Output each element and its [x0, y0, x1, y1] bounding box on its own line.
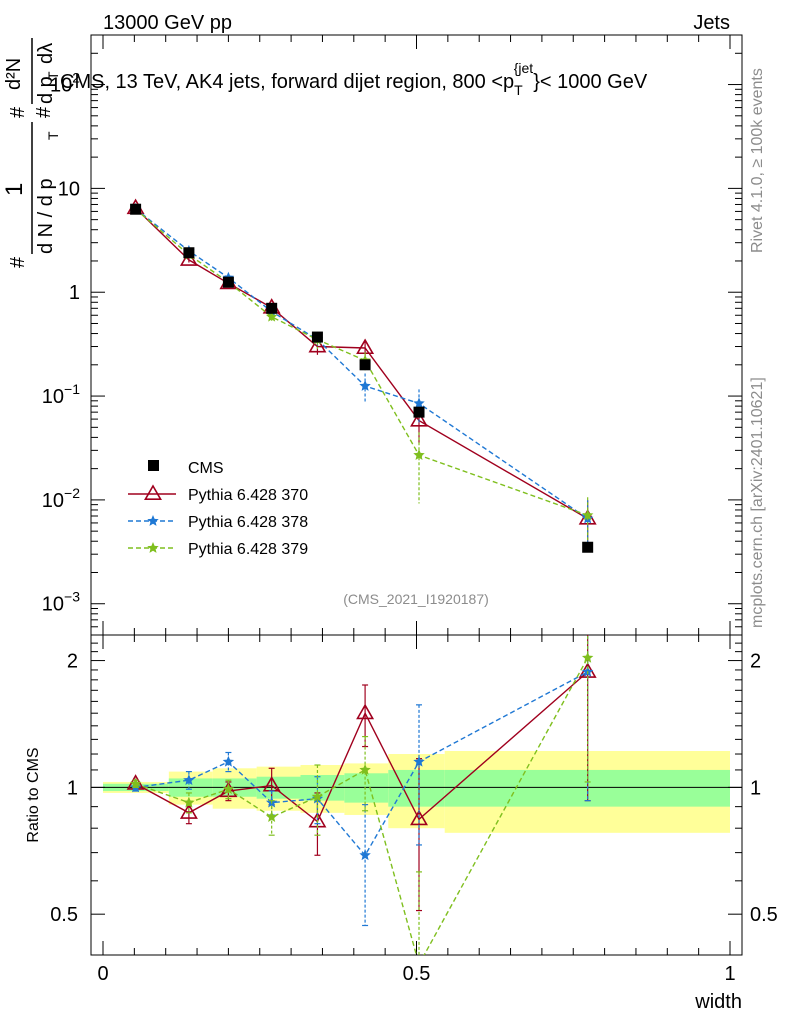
- cms-data-point: [130, 203, 142, 215]
- legend-marker: [147, 515, 159, 526]
- svg-text:d N / d p: d N / d p: [35, 178, 57, 254]
- y-tick-label: 10−2: [42, 485, 80, 512]
- svg-text:T: T: [45, 131, 61, 140]
- ratio-point: [311, 790, 324, 802]
- ratio-point: [359, 763, 371, 775]
- cms-data-point: [266, 302, 278, 314]
- x-tick-label: 0: [97, 963, 108, 985]
- ratio-series-line-2: [135, 671, 589, 857]
- y-tick-label: 10−1: [42, 381, 80, 408]
- ratio-y-tick-label-right: 0.5: [750, 904, 778, 926]
- legend-label: Pythia 6.428 378: [188, 514, 308, 531]
- main-point: [359, 380, 371, 391]
- main-point: [265, 310, 278, 322]
- ratio-point: [129, 777, 142, 789]
- category-label: Jets: [693, 12, 730, 34]
- axes-ticks: 0 0.5 1 10−3 10−2 10−1 1 10 102 0.5 0.5 1 1 2 2: [42, 34, 778, 985]
- legend-marker: [147, 542, 159, 553]
- svg-text:T: T: [45, 71, 61, 80]
- ratio-point: [183, 796, 195, 808]
- svg-text:1: 1: [1, 183, 28, 196]
- y-tick-label: 102: [50, 70, 80, 97]
- legend: CMS Pythia 6.428 370 Pythia 6.428 378 Pythi…: [128, 460, 308, 558]
- analysis-id-label: (CMS_2021_I1920187): [343, 591, 489, 607]
- ratio-y-axis-label: Ratio to CMS: [25, 747, 42, 842]
- ratio-y-tick-label-right: 2: [750, 651, 761, 673]
- main-point: [410, 411, 428, 427]
- y-tick-label: 10: [58, 178, 80, 200]
- legend-label: Pythia 6.428 379: [188, 541, 308, 558]
- ratio-series-group: [126, 635, 597, 955]
- x-axis-label: width: [694, 991, 742, 1013]
- ratio-point: [265, 811, 278, 822]
- beam-label: 13000 GeV pp: [103, 12, 232, 34]
- cms-data-point: [359, 359, 371, 371]
- ratio-y-tick-label: 1: [67, 777, 78, 799]
- svg-text:d²N: d²N: [3, 58, 25, 90]
- ratio-point: [359, 849, 371, 861]
- cms-data-point: [311, 331, 323, 343]
- mcplots-source-label: mcplots.cern.ch [arXiv:2401.10621]: [749, 377, 766, 628]
- svg-text:dλ: dλ: [35, 43, 57, 64]
- ratio-point: [222, 783, 235, 795]
- cms-data-point: [183, 247, 195, 259]
- cms-stat-uncertainty-band: [344, 773, 389, 803]
- svg-text:d p: d p: [35, 76, 57, 104]
- legend-cms-label: CMS: [188, 460, 224, 477]
- rivet-version-label: Rivet 4.1.0, ≥ 100k events: [749, 68, 766, 253]
- cms-data-point: [582, 541, 594, 553]
- ratio-point: [581, 651, 594, 663]
- legend-label: Pythia 6.428 370: [188, 487, 308, 504]
- ratio-plot-series: [126, 635, 597, 955]
- legend-marker: [144, 484, 162, 500]
- main-point: [413, 397, 425, 409]
- cms-data-point: [413, 406, 425, 418]
- ratio-point: [413, 755, 425, 767]
- x-tick-label: 0.5: [403, 963, 431, 985]
- chart-title: CMS, 13 TeV, AK4 jets, forward dijet reg…: [60, 60, 648, 98]
- ratio-y-tick-label-right: 1: [750, 777, 761, 799]
- main-point: [581, 509, 594, 521]
- y-axis-label: # 1 d N / d p T # d²N # d p T dλ: [1, 38, 61, 268]
- main-plot-series: [126, 198, 597, 553]
- ratio-point: [222, 755, 235, 767]
- main-point: [179, 250, 198, 266]
- svg-text:#: #: [33, 106, 55, 118]
- main-series-line-2: [135, 208, 589, 520]
- ratio-y-tick-label: 0.5: [50, 904, 78, 926]
- ratio-point: [183, 774, 195, 786]
- ratio-series-line-1: [135, 671, 589, 823]
- y-tick-label: 10−3: [42, 589, 80, 616]
- main-point: [308, 336, 327, 353]
- ratio-point: [410, 809, 428, 826]
- svg-text:#: #: [7, 106, 29, 118]
- ratio-y-tick-label: 2: [67, 651, 78, 673]
- ratio-point: [179, 803, 198, 819]
- legend-cms-marker: [148, 460, 159, 471]
- svg-text:#: #: [7, 256, 29, 268]
- main-point: [413, 449, 425, 460]
- cms-data-point: [222, 276, 234, 288]
- y-tick-label: 1: [69, 282, 80, 304]
- ratio-point: [356, 703, 375, 720]
- x-tick-label: 1: [724, 963, 735, 985]
